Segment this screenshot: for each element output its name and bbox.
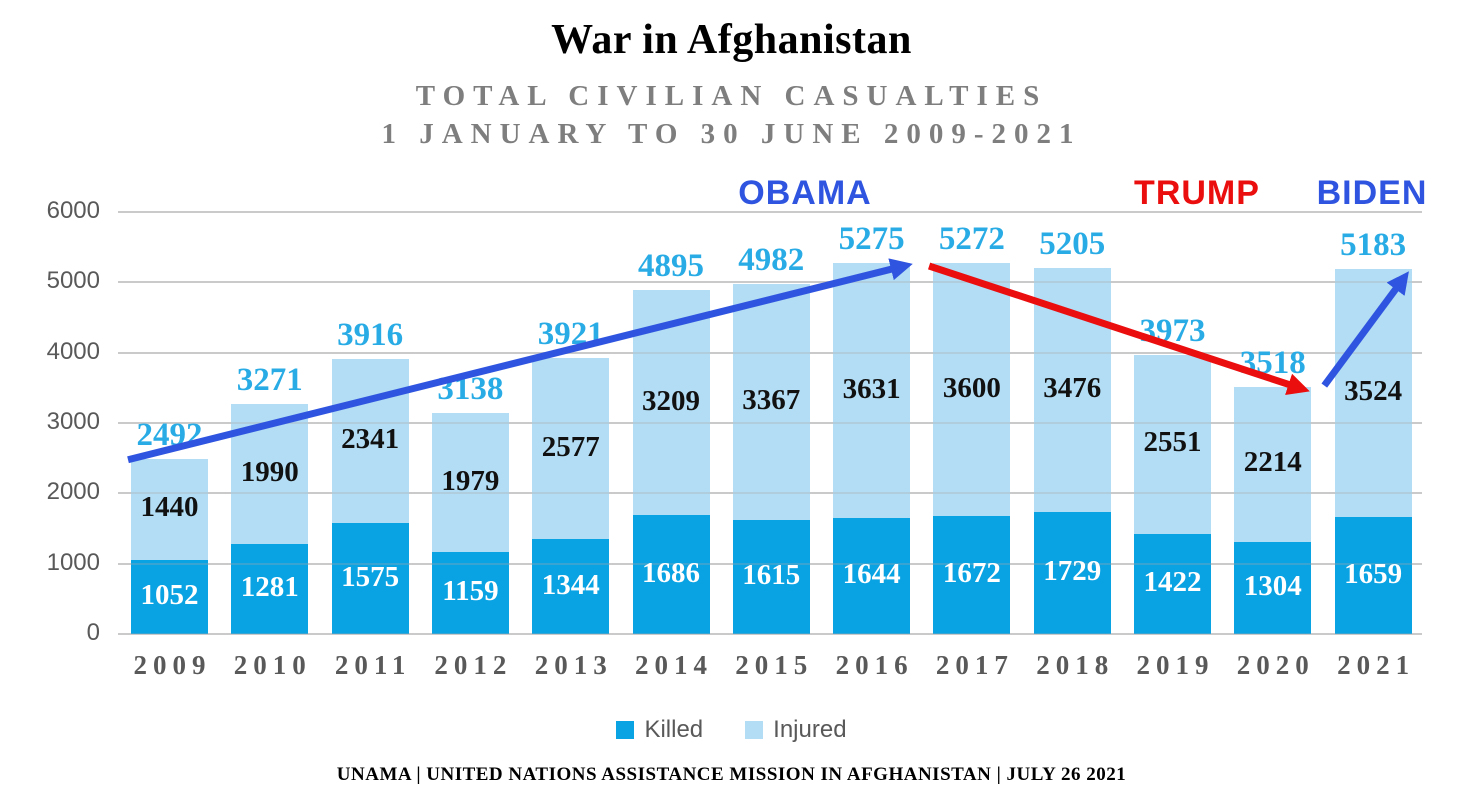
killed-segment xyxy=(632,515,710,634)
killed-value-label: 1575 xyxy=(341,560,400,593)
x-axis-label: 2011 xyxy=(334,650,412,680)
killed-value-label: 1686 xyxy=(642,556,700,589)
killed-value-label: 1729 xyxy=(1043,555,1102,588)
injured-value-label: 1440 xyxy=(140,491,199,524)
y-axis-label: 5000 xyxy=(46,267,100,295)
killed-value-label: 1344 xyxy=(541,568,600,601)
killed-segment xyxy=(532,539,610,634)
killed-segment xyxy=(231,543,309,634)
subtitle-line-1: TOTAL CIVILIAN CASUALTIES xyxy=(415,80,1048,112)
subtitle-line-2: 1 JANUARY TO 30 JUNE 2009-2021 xyxy=(381,118,1082,150)
legend-label-injured: Injured xyxy=(773,716,847,743)
total-value-label: 5272 xyxy=(938,221,1005,258)
injured-value-label: 3476 xyxy=(1043,372,1102,405)
y-axis-label: 0 xyxy=(86,619,100,646)
injured-value-label: 2577 xyxy=(541,430,600,463)
legend: Killed Injured xyxy=(0,716,1463,744)
y-axis-label: 6000 xyxy=(46,197,100,224)
gridline-overlay xyxy=(118,211,1422,213)
annotation-obama: OBAMA xyxy=(738,174,872,212)
total-value-label: 5183 xyxy=(1340,227,1407,264)
total-value-label: 3271 xyxy=(236,361,303,398)
killed-segment xyxy=(1134,533,1211,634)
injured-swatch xyxy=(745,721,764,739)
killed-segment xyxy=(933,516,1011,634)
killed-segment xyxy=(131,560,208,634)
gridline-overlay xyxy=(118,633,1422,635)
total-value-label: 3921 xyxy=(537,316,604,353)
x-axis-label: 2016 xyxy=(835,650,914,680)
legend-item-killed: Killed xyxy=(616,716,703,744)
annotation-trump: TRUMP xyxy=(1134,174,1260,212)
injured-segment xyxy=(1234,386,1312,543)
x-axis-label: 2010 xyxy=(233,650,312,680)
killed-segment xyxy=(1234,542,1312,634)
gridline-overlay xyxy=(118,562,1422,565)
x-axis-label: 2018 xyxy=(1036,650,1115,680)
annotation-biden: BIDEN xyxy=(1316,174,1428,212)
footer-credit: UNAMA | UNITED NATIONS ASSISTANCE MISSIO… xyxy=(336,764,1127,785)
x-axis-label: 2019 xyxy=(1136,650,1215,680)
killed-value-label: 1659 xyxy=(1344,557,1403,590)
x-axis-label: 2012 xyxy=(434,650,513,680)
injured-value-label: 3524 xyxy=(1344,375,1403,408)
killed-segment xyxy=(1334,517,1412,634)
killed-value-label: 1422 xyxy=(1143,565,1202,598)
injured-value-label: 1979 xyxy=(441,464,500,497)
killed-segment xyxy=(331,523,409,634)
killed-value-label: 1159 xyxy=(442,575,499,608)
gridline xyxy=(118,211,1422,213)
killed-value-label: 1304 xyxy=(1243,570,1302,603)
killed-segment xyxy=(431,552,509,634)
x-axis-label: 2017 xyxy=(935,650,1014,680)
total-value-label: 2492 xyxy=(136,416,203,453)
x-axis-label: 2013 xyxy=(534,650,613,680)
killed-swatch xyxy=(616,721,635,739)
total-value-label: 3138 xyxy=(437,371,504,408)
injured-value-label: 2551 xyxy=(1143,426,1202,459)
y-axis-label: 3000 xyxy=(46,408,100,435)
injured-value-label: 1990 xyxy=(240,455,299,488)
total-value-label: 3916 xyxy=(337,316,404,353)
gridline-overlay xyxy=(118,281,1422,284)
x-axis-label: 2009 xyxy=(133,650,212,680)
x-axis-label: 2015 xyxy=(735,650,814,680)
killed-value-label: 1672 xyxy=(942,557,1001,590)
killed-segment xyxy=(1033,512,1111,634)
killed-value-label: 1644 xyxy=(842,558,901,591)
y-axis-label: 4000 xyxy=(46,337,100,365)
gridline xyxy=(118,633,1422,635)
gridline-overlay xyxy=(118,492,1422,495)
x-axis-label: 2021 xyxy=(1337,650,1416,680)
killed-segment xyxy=(833,518,911,634)
killed-segment xyxy=(732,520,810,634)
total-value-label: 5205 xyxy=(1039,225,1106,262)
injured-value-label: 2341 xyxy=(341,422,400,455)
killed-value-label: 1615 xyxy=(742,559,801,592)
legend-item-injured: Injured xyxy=(745,716,847,744)
killed-value-label: 1281 xyxy=(240,570,299,603)
y-axis-label: 2000 xyxy=(46,478,100,506)
injured-segment xyxy=(131,458,208,560)
killed-value-label: 1052 xyxy=(140,579,199,611)
injured-value-label: 2214 xyxy=(1243,446,1302,479)
x-axis-label: 2014 xyxy=(635,650,713,680)
x-axis-label: 2020 xyxy=(1236,650,1315,680)
legend-label-killed: Killed xyxy=(644,716,704,743)
total-value-label: 5275 xyxy=(838,220,905,257)
page-title: War in Afghanistan xyxy=(551,17,912,63)
y-axis-label: 1000 xyxy=(46,548,100,576)
